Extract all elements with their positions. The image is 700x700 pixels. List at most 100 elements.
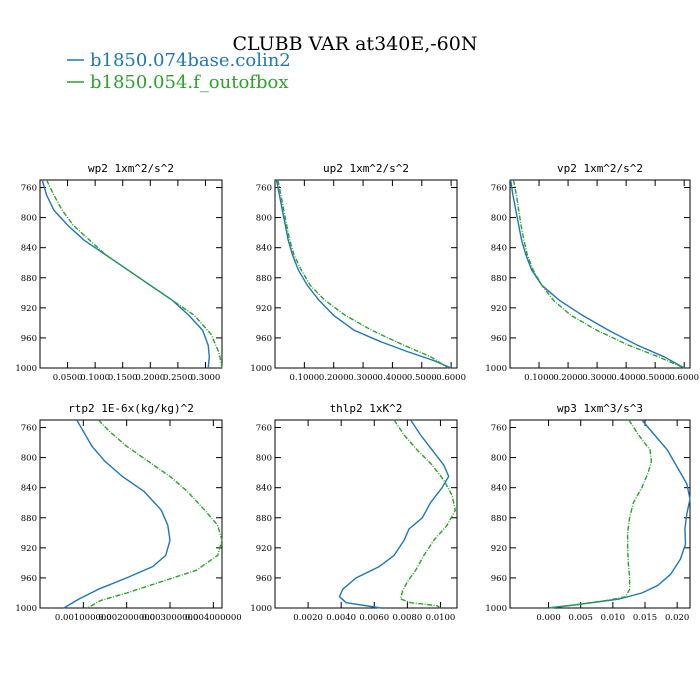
y-tick-label: 960	[491, 334, 507, 344]
y-tick-label: 800	[256, 454, 272, 464]
y-tick-label: 880	[256, 514, 272, 524]
series-line-1	[338, 419, 450, 609]
panel-2: up2 1xm^2/s^2 760 800 840 880 920 960 1000 0.100…	[250, 162, 466, 383]
panel-title: wp3 1xm^3/s^3	[557, 402, 643, 415]
panel-title: thlp2 1xK^2	[330, 402, 403, 415]
y-tick-label: 800	[21, 214, 37, 224]
x-tick-label: 0.1000	[524, 373, 554, 383]
x-tick-label: 0.001000000	[55, 613, 112, 623]
y-tick-label: 960	[256, 574, 272, 584]
x-tick-label: 0.3000	[348, 373, 378, 383]
panel-title: up2 1xm^2/s^2	[323, 162, 409, 175]
x-tick-label: 0.0060	[359, 613, 389, 623]
y-tick-label: 800	[491, 214, 507, 224]
x-tick-label: 0.0080	[392, 613, 422, 623]
x-tick-label: 0.2000	[553, 373, 583, 383]
x-tick-label: 0.3000	[191, 373, 221, 383]
x-tick-label: 0.004000000	[185, 613, 242, 623]
y-tick-label: 760	[491, 184, 507, 194]
y-tick-label: 920	[256, 304, 272, 314]
legend-label-series-2: b1850.054.f_outofbox	[90, 72, 288, 93]
plot-frame	[274, 179, 458, 369]
panel-1: wp2 1xm^2/s^2 760 800 840 880 920 960 1000 0.050…	[15, 162, 223, 383]
y-tick-label: 1000	[15, 604, 37, 614]
x-tick-label: 0.2000	[135, 373, 165, 383]
plot-frame	[509, 179, 691, 369]
y-tick-label: 1000	[15, 364, 37, 374]
x-tick-label: 0.000	[536, 613, 560, 623]
y-tick-label: 800	[256, 214, 272, 224]
y-tick-label: 960	[256, 334, 272, 344]
y-tick-label: 760	[256, 424, 272, 434]
y-tick-label: 960	[491, 574, 507, 584]
x-tick-label: 0.0040	[326, 613, 356, 623]
x-tick-label: 0.003000000	[142, 613, 199, 623]
y-tick-label: 840	[256, 484, 272, 494]
figure-title: CLUBB VAR at340E,-60N	[233, 33, 478, 55]
y-tick-label: 800	[491, 454, 507, 464]
x-tick-label: 0.0100	[426, 613, 456, 623]
series-line-2	[548, 419, 653, 609]
y-tick-label: 1000	[250, 364, 272, 374]
y-tick-label: 920	[21, 304, 37, 314]
panel-title: vp2 1xm^2/s^2	[557, 162, 643, 175]
x-tick-label: 0.4000	[378, 373, 408, 383]
y-tick-label: 880	[21, 274, 37, 284]
x-tick-label: 0.5000	[640, 373, 670, 383]
x-tick-label: 0.0020	[293, 613, 323, 623]
y-tick-label: 760	[21, 424, 37, 434]
series-line-2	[393, 419, 456, 609]
series-line-2	[45, 179, 223, 369]
y-tick-label: 920	[21, 544, 37, 554]
panel-title: wp2 1xm^2/s^2	[88, 162, 174, 175]
y-tick-label: 1000	[485, 364, 507, 374]
x-tick-label: 0.1000	[80, 373, 110, 383]
y-tick-label: 760	[491, 424, 507, 434]
x-tick-label: 0.1500	[108, 373, 138, 383]
y-tick-label: 960	[21, 574, 37, 584]
series-line-1	[548, 419, 691, 609]
x-tick-label: 0.015	[633, 613, 657, 623]
x-tick-label: 0.002000000	[98, 613, 155, 623]
y-tick-label: 1000	[485, 604, 507, 614]
legend-label-series-1: b1850.074base.colin2	[90, 50, 291, 71]
series-line-2	[512, 179, 685, 369]
panel-4: rtp2 1E-6x(kg/kg)^2 760 800 840 880 920 960 100…	[15, 402, 241, 623]
y-tick-label: 1000	[250, 604, 272, 614]
x-tick-label: 0.2000	[319, 373, 349, 383]
series-line-1	[63, 419, 171, 609]
series-line-1	[41, 179, 211, 369]
y-tick-label: 880	[491, 514, 507, 524]
panel-title: rtp2 1E-6x(kg/kg)^2	[68, 402, 194, 415]
series-line-1	[509, 179, 685, 369]
y-tick-label: 840	[21, 484, 37, 494]
panel-6: wp3 1xm^3/s^3 760 800 840 880 920 960 1000 0.000…	[485, 402, 691, 623]
x-tick-label: 0.6000	[436, 373, 466, 383]
x-tick-label: 0.010	[601, 613, 625, 623]
y-tick-label: 800	[21, 454, 37, 464]
plot-frame	[39, 179, 223, 369]
y-tick-label: 880	[491, 274, 507, 284]
y-tick-label: 840	[256, 244, 272, 254]
x-tick-label: 0.020	[665, 613, 689, 623]
panels-container: wp2 1xm^2/s^2 760 800 840 880 920 960 1000 0.050…	[15, 162, 699, 623]
x-tick-label: 0.3000	[582, 373, 612, 383]
legend: b1850.074base.colin2 b1850.054.f_outofbo…	[67, 50, 291, 93]
y-tick-label: 840	[491, 484, 507, 494]
y-tick-label: 840	[21, 244, 37, 254]
plot-frame	[39, 419, 223, 609]
x-tick-label: 0.2500	[163, 373, 193, 383]
y-tick-label: 760	[21, 184, 37, 194]
y-tick-label: 880	[256, 274, 272, 284]
y-tick-label: 920	[491, 304, 507, 314]
x-tick-label: 0.0500	[53, 373, 83, 383]
x-tick-label: 0.1000	[289, 373, 319, 383]
panel-3: vp2 1xm^2/s^2 760 800 840 880 920 960 1000 0.100…	[485, 162, 699, 383]
x-tick-label: 0.4000	[611, 373, 641, 383]
y-tick-label: 880	[21, 514, 37, 524]
x-tick-label: 0.005	[569, 613, 593, 623]
series-line-2	[87, 419, 223, 609]
series-line-1	[275, 179, 452, 369]
